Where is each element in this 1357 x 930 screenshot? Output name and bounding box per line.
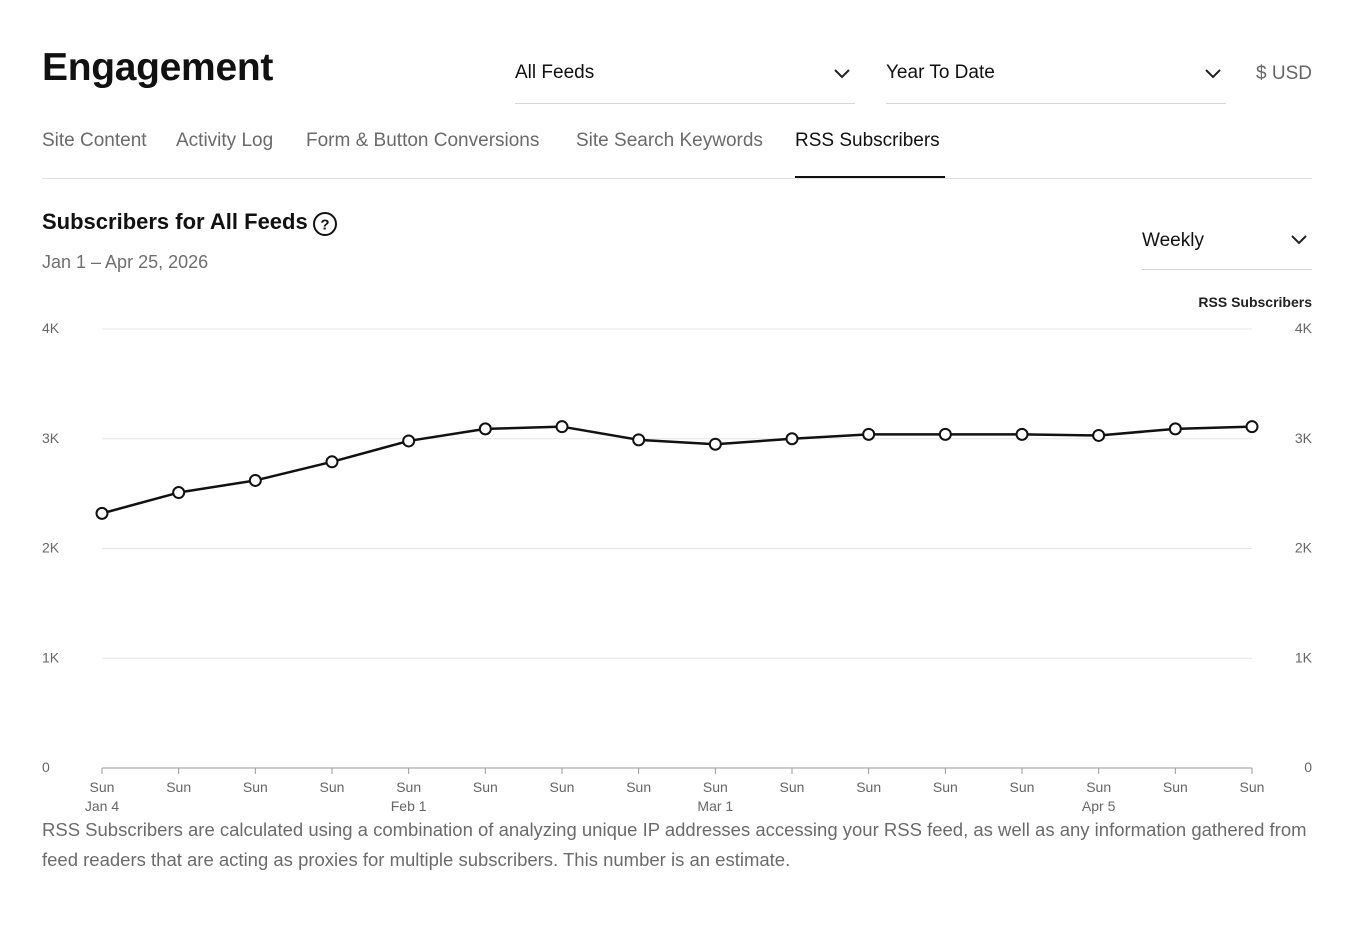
data-point[interactable] <box>862 427 876 441</box>
x-tick-label: Sun <box>1010 779 1035 795</box>
data-point[interactable] <box>1168 422 1182 436</box>
y-tick-label-left: 0 <box>42 759 50 775</box>
x-tick-label: Sun <box>933 779 958 795</box>
chevron-down-icon <box>1205 69 1221 79</box>
x-tick-sublabel: Jan 4 <box>85 798 119 814</box>
active-tab-indicator <box>795 176 945 178</box>
x-tick-label: Sun <box>396 779 421 795</box>
interval-select[interactable]: Weekly <box>1142 218 1312 270</box>
x-tick-label: Sun <box>320 779 345 795</box>
chart-legend: RSS Subscribers <box>1198 294 1312 310</box>
y-tick-label-right: 4K <box>1295 320 1313 336</box>
y-tick-label-right: 2K <box>1295 540 1313 556</box>
chevron-down-icon <box>1291 235 1307 245</box>
x-tick-label: Sun <box>626 779 651 795</box>
data-point[interactable] <box>248 473 262 487</box>
tab-form-button-conversions[interactable]: Form & Button Conversions <box>306 130 540 151</box>
series-line-rss-subscribers <box>101 425 1253 515</box>
interval-select-value: Weekly <box>1142 230 1204 251</box>
tab-site-search-keywords[interactable]: Site Search Keywords <box>576 130 763 151</box>
data-point[interactable] <box>95 506 109 520</box>
currency-select[interactable]: $ USD <box>1256 63 1312 84</box>
x-tick-label: Sun <box>703 779 728 795</box>
data-point[interactable] <box>1245 420 1259 434</box>
svg-text:?: ? <box>320 217 329 234</box>
tab-rss-subscribers[interactable]: RSS Subscribers <box>795 130 940 151</box>
y-tick-label-left: 3K <box>42 430 60 446</box>
chart-date-range: Jan 1 – Apr 25, 2026 <box>42 252 209 272</box>
x-tick-sublabel: Mar 1 <box>697 798 733 814</box>
x-tick-label: Sun <box>1240 779 1265 795</box>
x-tick-label: Sun <box>856 779 881 795</box>
x-tick-label: Sun <box>243 779 268 795</box>
data-point[interactable] <box>1092 428 1106 442</box>
feed-select-value: All Feeds <box>515 62 595 83</box>
page-title: Engagement <box>42 46 274 89</box>
data-point[interactable] <box>555 420 569 434</box>
data-point[interactable] <box>1015 427 1029 441</box>
x-tick-label: Sun <box>90 779 115 795</box>
x-tick-label: Sun <box>473 779 498 795</box>
data-point[interactable] <box>785 432 799 446</box>
tab-site-content[interactable]: Site Content <box>42 130 147 151</box>
date-range-value: Year To Date <box>886 62 995 83</box>
y-tick-label-left: 4K <box>42 320 60 336</box>
tab-activity-log[interactable]: Activity Log <box>176 130 274 151</box>
y-tick-label-right: 0 <box>1304 759 1312 775</box>
data-point[interactable] <box>172 486 186 500</box>
date-range-select[interactable]: Year To Date <box>886 52 1226 104</box>
feed-select[interactable]: All Feeds <box>515 52 855 104</box>
chart-title: Subscribers for All Feeds <box>42 209 308 234</box>
data-point[interactable] <box>478 422 492 436</box>
data-point[interactable] <box>325 455 339 469</box>
y-tick-label-left: 1K <box>42 649 60 665</box>
x-tick-sublabel: Feb 1 <box>391 798 427 814</box>
help-icon[interactable]: ? <box>312 211 338 237</box>
data-point[interactable] <box>632 433 646 447</box>
footnote: RSS Subscribers are calculated using a c… <box>42 819 1307 870</box>
y-tick-label-left: 2K <box>42 540 60 556</box>
data-point[interactable] <box>938 427 952 441</box>
x-tick-label: Sun <box>1086 779 1111 795</box>
chevron-down-icon <box>834 69 850 79</box>
x-tick-label: Sun <box>550 779 575 795</box>
x-tick-label: Sun <box>1163 779 1188 795</box>
y-tick-label-right: 3K <box>1295 430 1313 446</box>
y-tick-label-right: 1K <box>1295 649 1313 665</box>
x-tick-label: Sun <box>780 779 805 795</box>
x-tick-label: Sun <box>166 779 191 795</box>
tab-bar: Site Content Activity Log Form & Button … <box>42 118 1312 179</box>
data-point[interactable] <box>402 434 416 448</box>
x-tick-sublabel: Apr 5 <box>1082 798 1116 814</box>
data-point[interactable] <box>708 437 722 451</box>
